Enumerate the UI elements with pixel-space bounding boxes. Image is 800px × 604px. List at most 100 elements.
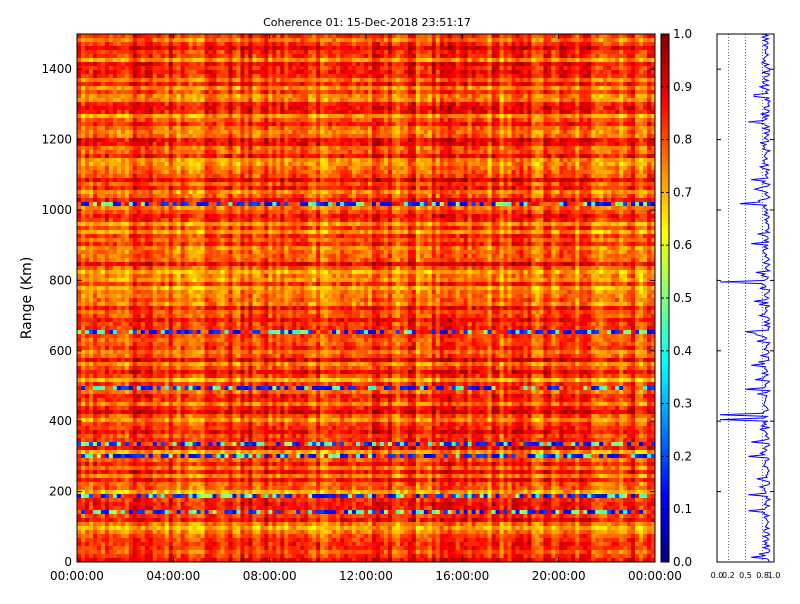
heatmap-cell — [483, 90, 488, 95]
heatmap-cell — [487, 54, 492, 59]
heatmap-cell — [116, 82, 122, 87]
heatmap-cell — [587, 138, 592, 143]
heatmap-cell — [188, 78, 193, 83]
heatmap-cell — [344, 78, 349, 83]
heatmap-cell — [156, 154, 162, 159]
heatmap-cell — [120, 50, 126, 55]
heatmap-cell — [455, 58, 461, 63]
heatmap-cell — [479, 98, 484, 103]
heatmap-cell — [507, 42, 512, 47]
heatmap-cell — [623, 118, 628, 123]
heatmap-cell — [108, 78, 114, 83]
heatmap-cell — [220, 54, 225, 59]
heatmap-cell — [156, 98, 162, 103]
heatmap-cell — [403, 114, 409, 119]
heatmap-cell — [651, 150, 656, 155]
heatmap-cell — [551, 118, 556, 123]
heatmap-cell — [192, 98, 197, 103]
heatmap-cell — [220, 170, 225, 175]
heatmap-cell — [196, 98, 201, 103]
heatmap-cell — [300, 110, 305, 115]
heatmap-cell — [328, 150, 333, 155]
heatmap-cell — [595, 86, 600, 91]
heatmap-cell — [423, 102, 429, 107]
heatmap-cell — [352, 62, 357, 67]
heatmap-cell — [332, 134, 337, 139]
heatmap-cell — [180, 82, 186, 87]
heatmap-cell — [300, 70, 305, 75]
heatmap-cell — [248, 58, 253, 63]
heatmap-cell — [383, 126, 389, 131]
heatmap-cell — [507, 122, 512, 127]
heatmap-cell — [80, 122, 86, 127]
heatmap-cell — [244, 38, 249, 43]
heatmap-cell — [423, 134, 429, 139]
heatmap-cell — [100, 102, 106, 107]
heatmap-cell — [483, 134, 488, 139]
heatmap-cell — [312, 94, 317, 99]
heatmap-cell — [348, 126, 353, 131]
heatmap-cell — [168, 58, 174, 63]
heatmap-cell — [236, 38, 241, 43]
heatmap-cell — [288, 142, 293, 147]
heatmap-cell — [80, 46, 86, 51]
heatmap-cell — [308, 154, 313, 159]
heatmap-cell — [567, 54, 572, 59]
heatmap-cell — [96, 138, 102, 143]
heatmap-cell — [296, 118, 301, 123]
heatmap-cell — [527, 62, 532, 67]
heatmap-cell — [324, 42, 329, 47]
heatmap-cell — [467, 166, 473, 171]
heatmap-cell — [172, 130, 178, 135]
heatmap-cell — [352, 86, 357, 91]
heatmap-cell — [455, 90, 461, 95]
heatmap-cell — [280, 34, 285, 39]
heatmap-cell — [332, 82, 337, 87]
heatmap-cell — [387, 130, 393, 135]
heatmap-cell — [256, 166, 261, 171]
heatmap-cell — [375, 38, 381, 43]
heatmap-cell — [387, 118, 393, 123]
heatmap-cell — [555, 114, 560, 119]
heatmap-cell — [304, 138, 309, 143]
heatmap-cell — [403, 50, 409, 55]
heatmap-cell — [379, 138, 385, 143]
heatmap-cell — [551, 74, 556, 79]
heatmap-cell — [543, 98, 548, 103]
heatmap-cell — [152, 90, 158, 95]
heatmap-cell — [176, 42, 182, 47]
heatmap-cell — [571, 58, 576, 63]
heatmap-cell — [172, 134, 178, 139]
heatmap-cell — [156, 34, 162, 39]
heatmap-cell — [647, 118, 652, 123]
heatmap-cell — [383, 66, 389, 71]
heatmap-cell — [272, 158, 277, 163]
heatmap-cell — [463, 38, 469, 43]
heatmap-cell — [503, 50, 508, 55]
heatmap-cell — [100, 70, 106, 75]
heatmap-cell — [168, 66, 174, 71]
heatmap-cell — [467, 106, 473, 111]
heatmap-cell — [356, 70, 361, 75]
heatmap-cell — [571, 46, 576, 51]
heatmap-cell — [435, 94, 441, 99]
heatmap-cell — [419, 102, 425, 107]
heatmap-cell — [399, 98, 405, 103]
heatmap-cell — [304, 130, 309, 135]
heatmap-cell — [579, 158, 584, 163]
heatmap-cell — [551, 94, 556, 99]
heatmap-cell — [164, 106, 170, 111]
heatmap-cell — [316, 118, 321, 123]
heatmap-cell — [336, 58, 341, 63]
heatmap-cell — [583, 134, 588, 139]
heatmap-cell — [519, 162, 524, 167]
heatmap-cell — [148, 78, 154, 83]
heatmap-cell — [415, 142, 421, 147]
heatmap-cell — [92, 114, 98, 119]
heatmap-cell — [399, 90, 405, 95]
heatmap-cell — [379, 58, 385, 63]
heatmap-cell — [479, 126, 484, 131]
heatmap-cell — [579, 42, 584, 47]
heatmap-cell — [543, 42, 548, 47]
heatmap-cell — [463, 82, 469, 87]
